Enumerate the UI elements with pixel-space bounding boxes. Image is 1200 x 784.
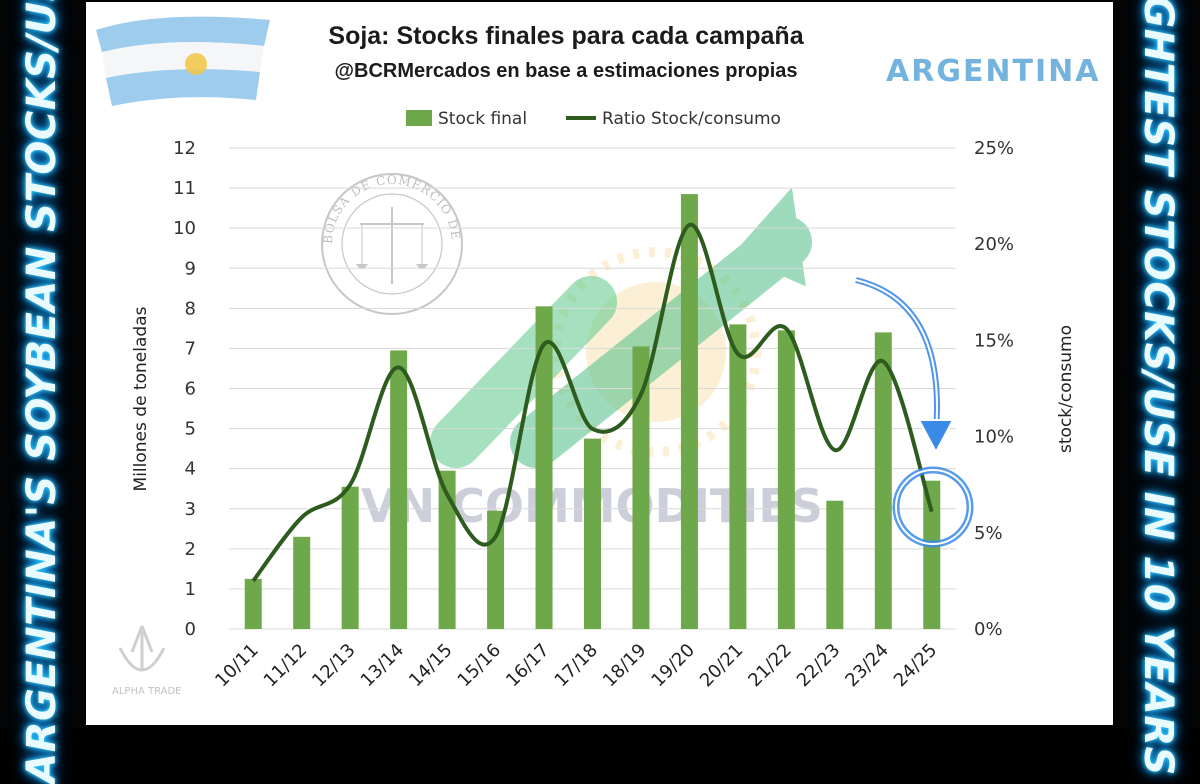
y2-tick-label: 10% (974, 427, 1014, 448)
bar (729, 324, 747, 629)
x-tick-label: 16/17 (502, 640, 554, 692)
seal-icon: BOLSA DE COMERCIO DE ROSARIO (86, 2, 463, 315)
bar (874, 332, 892, 629)
category-axis-ticks: 10/1111/1212/1313/1414/1515/1616/1717/18… (211, 640, 941, 692)
legend-ratio: Ratio Stock/consumo (602, 109, 781, 129)
x-tick-label: 11/12 (260, 640, 312, 692)
x-tick-label: 23/24 (841, 640, 893, 692)
bar-series (244, 194, 941, 630)
alpha-trade-logo-icon: ALPHA TRADE (112, 625, 182, 697)
x-tick-label: 18/19 (599, 640, 651, 692)
bar (390, 350, 408, 629)
y2-tick-label: 25% (974, 138, 1014, 159)
x-tick-label: 24/25 (890, 640, 942, 692)
bar (438, 470, 456, 629)
bar (293, 536, 311, 629)
x-tick-label: 12/13 (308, 640, 360, 692)
right-axis-title: stock/consumo (1056, 325, 1076, 453)
y-tick-label: 1 (185, 579, 196, 600)
arrow-down-icon (917, 419, 955, 455)
y-tick-label: 3 (185, 499, 196, 520)
x-tick-label: 19/20 (647, 640, 699, 692)
y2-tick-label: 5% (974, 523, 1003, 544)
argentina-label: ARGENTINA (886, 54, 1101, 89)
x-tick-label: 17/18 (551, 640, 603, 692)
right-axis-ticks: 0% 5% 10% 15% 20% 25% (974, 138, 1014, 640)
x-tick-label: 21/22 (744, 640, 796, 692)
y-tick-label: 7 (185, 338, 196, 359)
y-tick-label: 4 (185, 459, 196, 480)
y-tick-label: 0 (185, 619, 196, 640)
chart-area: BOLSA DE COMERCIO DE ROSARIO VN COMMODIT… (86, 2, 1076, 697)
legend-stock-final: Stock final (438, 109, 527, 129)
watermark-arrow-icon (430, 187, 812, 468)
chart-panel: Soja: Stocks finales para cada campaña @… (86, 2, 1113, 725)
chart-subtitle: @BCRMercados en base a estimaciones prop… (334, 60, 798, 82)
bar (923, 480, 941, 629)
right-banner-text: TIGHTEST STOCKS/USE IN 10 YEARS (1135, 0, 1181, 776)
right-banner: TIGHTEST STOCKS/USE IN 10 YEARS (1116, 0, 1200, 776)
x-tick-label: 20/21 (696, 640, 748, 692)
y-tick-label: 8 (185, 298, 196, 319)
y-tick-label: 9 (185, 258, 196, 279)
y-tick-label: 5 (185, 419, 196, 440)
bar (341, 486, 359, 629)
bar (680, 194, 698, 630)
y2-tick-label: 20% (974, 234, 1014, 255)
y2-tick-label: 15% (974, 330, 1014, 351)
x-tick-label: 13/14 (357, 640, 409, 692)
bar (535, 306, 553, 629)
argentina-flag-icon (96, 16, 270, 106)
bar (584, 438, 601, 629)
legend: Stock final Ratio Stock/consumo (406, 109, 781, 129)
y-tick-label: 10 (173, 218, 196, 239)
x-tick-label: 22/23 (793, 640, 845, 692)
y-tick-label: 11 (173, 178, 196, 199)
bar (632, 346, 650, 629)
y-tick-label: 12 (173, 138, 196, 159)
y-tick-label: 2 (185, 539, 196, 560)
ratio-line (251, 222, 934, 583)
chart-title: Soja: Stocks finales para cada campaña (328, 22, 804, 50)
legend-bar-swatch (406, 110, 432, 126)
alpha-trade-text: ALPHA TRADE (112, 686, 182, 697)
highlight-annotation (855, 277, 974, 548)
x-tick-label: 10/11 (211, 640, 263, 692)
bar (244, 578, 262, 629)
left-banner-text: ARGENTINA'S SOYBEAN STOCKS/USE (19, 0, 65, 784)
bar (487, 510, 505, 629)
y-tick-label: 6 (185, 379, 196, 400)
line-series (251, 222, 934, 583)
x-tick-label: 14/15 (405, 640, 457, 692)
x-tick-label: 15/16 (454, 640, 506, 692)
y2-tick-label: 0% (974, 619, 1003, 640)
left-banner: ARGENTINA'S SOYBEAN STOCKS/USE (0, 0, 84, 784)
left-axis-title: Millones de toneladas (131, 306, 151, 491)
bar (777, 330, 795, 629)
bar (826, 500, 844, 629)
